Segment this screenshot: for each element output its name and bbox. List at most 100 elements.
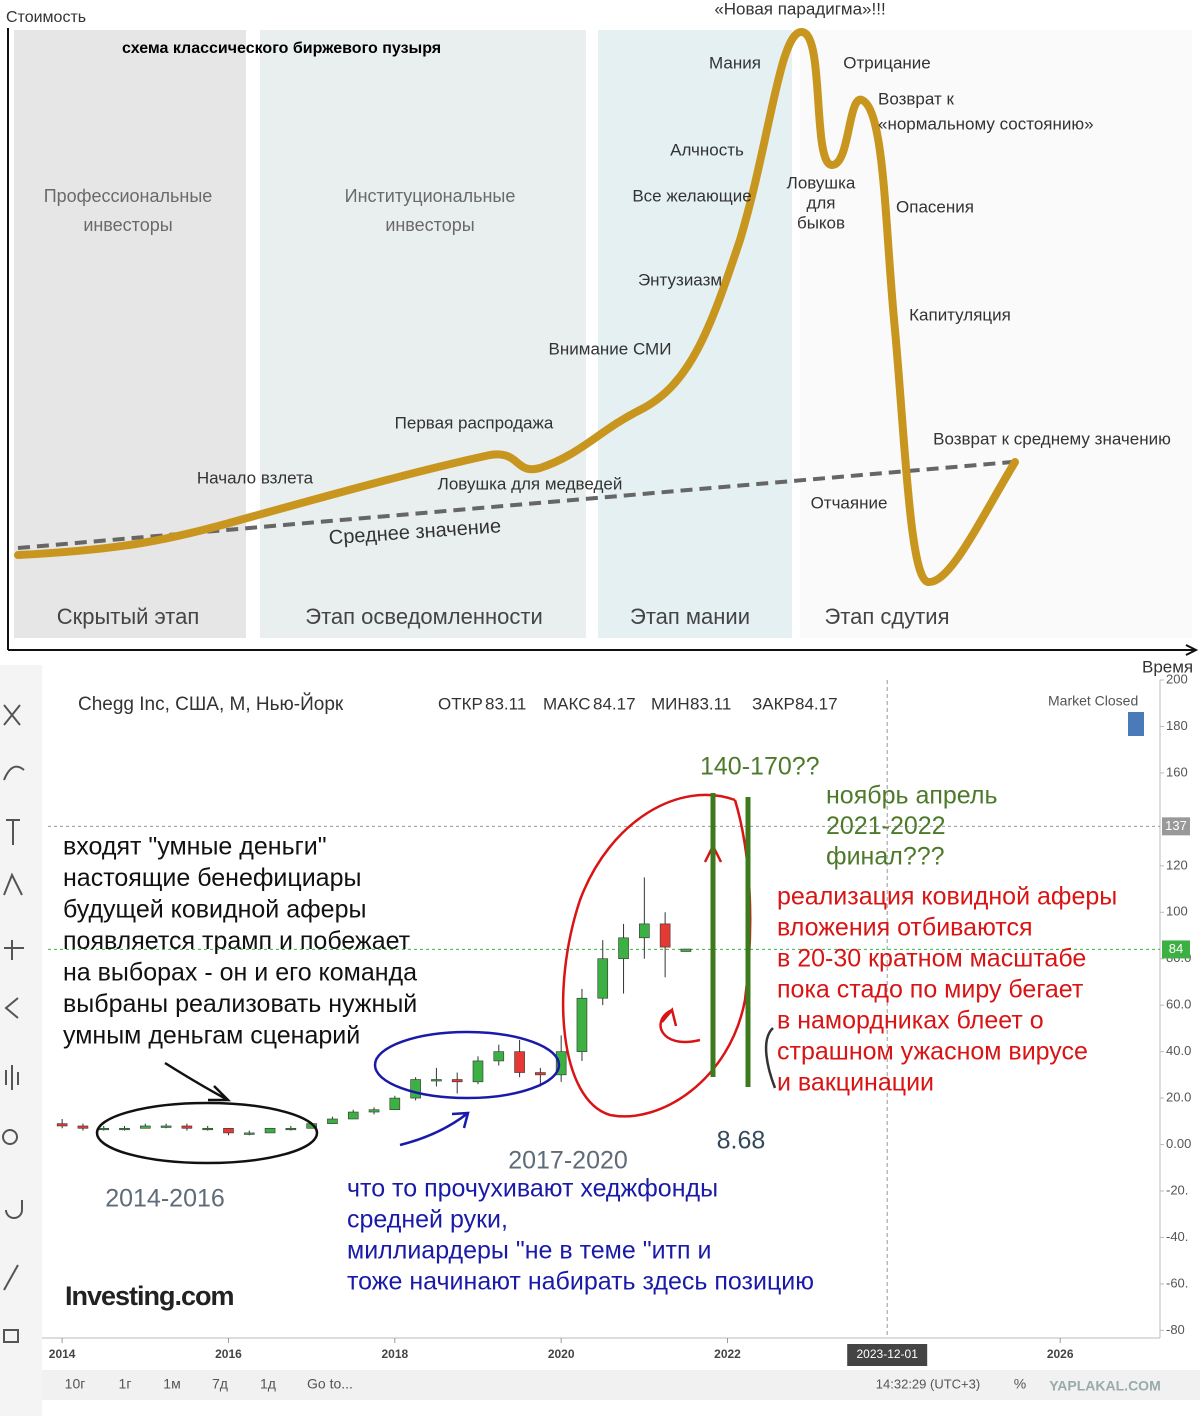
y-tick-label: 0.00 bbox=[1166, 1136, 1191, 1151]
period-button[interactable]: 1м bbox=[163, 1376, 180, 1392]
note-green: финал??? bbox=[826, 843, 945, 871]
marks bbox=[48, 679, 1164, 1343]
y-tick-label: 160 bbox=[1166, 764, 1188, 779]
axis-label: Время bbox=[1142, 657, 1193, 676]
market-status: Market Closed bbox=[1048, 693, 1138, 709]
candle-body bbox=[347, 1111, 359, 1120]
zone-label: инвесторы bbox=[385, 215, 474, 235]
scale-button[interactable] bbox=[1128, 712, 1144, 736]
x-tick-label: 2016 bbox=[215, 1347, 242, 1361]
candle-body bbox=[472, 1060, 484, 1083]
period-button[interactable]: 1д bbox=[260, 1376, 276, 1392]
ohlc-stat: ЗАКР bbox=[752, 694, 795, 713]
oval bbox=[373, 1030, 561, 1100]
diagram bbox=[7, 28, 1199, 656]
candle-body bbox=[285, 1127, 297, 1131]
zone-label: Профессиональные bbox=[44, 186, 213, 206]
candle-body bbox=[243, 1132, 255, 1135]
phase-label: «нормальному состоянию» bbox=[878, 114, 1094, 133]
phase-label: «Новая парадигма»!!! bbox=[714, 0, 885, 18]
note-red: и вакцинации bbox=[777, 1069, 934, 1097]
zone-label: инвесторы bbox=[83, 215, 172, 235]
percent-toggle[interactable]: % bbox=[1014, 1376, 1026, 1392]
watermark: YAPLAKAL.COM bbox=[1049, 1378, 1161, 1394]
note-red: реализация ковидной аферы bbox=[777, 883, 1117, 911]
zone-bg bbox=[800, 30, 1192, 638]
low-point: 8.68 bbox=[717, 1127, 766, 1155]
crosshair-label-bg bbox=[847, 1344, 928, 1366]
candle-body bbox=[327, 1118, 338, 1124]
price-tag bbox=[1162, 817, 1190, 836]
candle-body bbox=[410, 1079, 421, 1099]
candle-body bbox=[576, 997, 588, 1052]
note-green: ноябрь апрель bbox=[826, 782, 997, 810]
note-blue: средней руки, bbox=[347, 1206, 508, 1234]
phase-label: Отчаяние bbox=[811, 493, 888, 512]
period-button[interactable]: Go to... bbox=[307, 1376, 353, 1392]
ohlc-stat: МИН bbox=[651, 694, 690, 713]
chart-title: Chegg Inc, США, М, Нью-Йорк bbox=[78, 693, 344, 715]
phase-label: Опасения bbox=[896, 197, 974, 216]
diagram-title: схема классического биржевого пузыря bbox=[122, 40, 441, 57]
note-green: 2021-2022 bbox=[826, 812, 946, 840]
ohlc-stat: 83.11 bbox=[485, 694, 526, 713]
candle-body bbox=[597, 958, 609, 999]
annotations bbox=[95, 793, 777, 1165]
phase-label: Внимание СМИ bbox=[549, 339, 672, 358]
y-tick-label: -40. bbox=[1166, 1229, 1188, 1244]
note-red: в намордниках блеет о bbox=[777, 1007, 1044, 1035]
candle-body bbox=[535, 1072, 546, 1076]
x-tick-label: 2022 bbox=[714, 1347, 741, 1361]
bubble-curve bbox=[14, 28, 1019, 586]
note-red: страшном ужасном вирусе bbox=[777, 1038, 1088, 1066]
phase-label: Первая распродажа bbox=[395, 413, 554, 432]
hook bbox=[764, 1027, 777, 1089]
ohlc-stat: 84.17 bbox=[795, 694, 838, 713]
y-tick-label: 40.0 bbox=[1166, 1043, 1191, 1058]
candle-body bbox=[140, 1125, 151, 1129]
note-black: появляется трамп и побежает bbox=[63, 927, 411, 955]
phase-label: Возврат к среднему значению bbox=[933, 429, 1171, 448]
stage-label: Этап сдутия bbox=[824, 604, 949, 629]
y-tick-label: 20.0 bbox=[1166, 1090, 1191, 1105]
y-tick-label: 200 bbox=[1166, 671, 1188, 686]
phase-label: Начало взлета bbox=[197, 468, 314, 487]
note-blue: что то прочухивают хеджфонды bbox=[347, 1175, 718, 1203]
y-tick-label: 60.0 bbox=[1166, 997, 1191, 1012]
note-black: будущей ковидной аферы bbox=[63, 896, 366, 924]
x-tick-label: 2020 bbox=[548, 1347, 575, 1361]
phase-label: быков bbox=[797, 213, 845, 232]
y-tick-label: 120 bbox=[1166, 857, 1188, 872]
candle-body bbox=[514, 1051, 525, 1073]
candle-body bbox=[119, 1127, 130, 1131]
note-black: на выборах - он и его команда bbox=[63, 959, 417, 987]
phase-label: Ловушка для медведей bbox=[438, 474, 623, 493]
period-label: 2014-2016 bbox=[105, 1185, 225, 1213]
candle-body bbox=[451, 1079, 463, 1083]
candle-body bbox=[160, 1125, 172, 1128]
x-tick-label: 2026 bbox=[1047, 1347, 1074, 1361]
phase-label: Капитуляция bbox=[909, 305, 1011, 324]
candle-body bbox=[659, 923, 671, 948]
arrow bbox=[399, 1111, 470, 1147]
toolbar bbox=[0, 665, 42, 1416]
chart-frame bbox=[0, 665, 1200, 1416]
ohlc-stat: 84.17 bbox=[593, 694, 636, 713]
period-button[interactable]: 7д bbox=[212, 1376, 228, 1392]
period-button[interactable]: 10г bbox=[65, 1376, 86, 1392]
period-button[interactable]: 1г bbox=[119, 1376, 132, 1392]
candle-body bbox=[680, 948, 692, 952]
phase-label: Алчность bbox=[670, 140, 744, 159]
oval bbox=[95, 1101, 319, 1165]
x-tick-label: 2014 bbox=[49, 1347, 76, 1361]
phase-label: Мания bbox=[709, 53, 761, 72]
stage-label: Этап мании bbox=[630, 604, 750, 629]
note-red: вложения отбиваются bbox=[777, 914, 1032, 942]
candle-body bbox=[618, 937, 629, 960]
bottom-bar bbox=[42, 1370, 1200, 1400]
period-label: 2017-2020 bbox=[508, 1147, 628, 1175]
phase-label: Все желающие bbox=[632, 186, 751, 205]
candle-body bbox=[181, 1125, 193, 1129]
note-black: входят "умные деньги" bbox=[63, 833, 327, 861]
